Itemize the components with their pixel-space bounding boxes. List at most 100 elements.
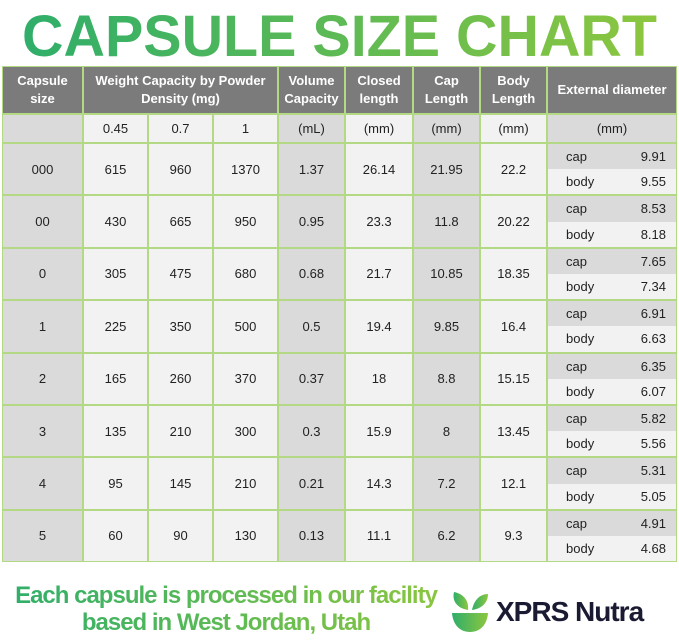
weight-cell: 135 (83, 404, 148, 458)
cap-length-cell: 11.8 (413, 195, 480, 248)
unit-cell: (mL) (278, 114, 345, 143)
external-diameter-cell: cap 6.91 body 6.63 (547, 300, 677, 353)
weight-cell: 475 (148, 247, 213, 301)
closed-length-cell: 26.14 (345, 143, 413, 196)
leaf-bowl-logo-icon (452, 592, 488, 632)
weight-cell: 350 (148, 300, 213, 353)
header-external-diameter: External diameter (547, 66, 677, 114)
unit-cell: 1 (213, 114, 278, 143)
unit-cell: (mm) (480, 114, 547, 143)
capsule-size-cell: 1 (2, 300, 83, 353)
body-label: body (566, 226, 595, 242)
weight-cell: 260 (148, 352, 213, 405)
body-length-cell: 16.4 (480, 300, 547, 353)
closed-length-cell: 21.7 (345, 247, 413, 301)
volume-cell: 0.37 (278, 352, 345, 405)
closed-length-cell: 14.3 (345, 457, 413, 510)
cap-diameter: 4.91 (640, 515, 666, 531)
weight-cell: 680 (213, 247, 278, 301)
unit-cell: 0.45 (83, 114, 148, 143)
body-diameter-row: body 4.68 (548, 535, 676, 562)
closed-length-cell: 19.4 (345, 300, 413, 353)
external-diameter-cell: cap 7.65 body 7.34 (547, 247, 677, 301)
body-diameter: 5.56 (640, 436, 666, 452)
weight-cell: 370 (213, 352, 278, 405)
header-capsule-size: Capsule size (2, 66, 83, 114)
cap-diameter: 5.31 (640, 463, 666, 479)
body-label: body (566, 174, 595, 190)
closed-length-cell: 23.3 (345, 195, 413, 248)
header-cap-length: Cap Length (413, 66, 480, 114)
footer-text: Each capsule is processed in our facilit… (6, 582, 446, 636)
capsule-size-table: Capsule size Weight Capacity by Powder De… (2, 66, 677, 563)
closed-length-cell: 11.1 (345, 509, 413, 563)
weight-cell: 665 (148, 195, 213, 248)
page-title: CAPSULE SIZE CHART (22, 4, 657, 64)
header-weight-capacity: Weight Capacity by Powder Density (mg) (83, 66, 278, 114)
cap-label: cap (566, 515, 587, 531)
cap-diameter-row: cap 6.35 (548, 353, 676, 379)
volume-cell: 0.13 (278, 509, 345, 563)
weight-cell: 165 (83, 352, 148, 405)
weight-cell: 950 (213, 195, 278, 248)
unit-cell: (mm) (345, 114, 413, 143)
body-diameter-row: body 5.05 (548, 483, 676, 509)
cap-label: cap (566, 306, 587, 322)
external-diameter-cell: cap 5.82 body 5.56 (547, 404, 677, 458)
body-label: body (566, 541, 595, 557)
body-diameter: 9.55 (640, 174, 666, 190)
cap-length-cell: 21.95 (413, 143, 480, 196)
capsule-size-cell: 3 (2, 404, 83, 458)
capsule-size-cell: 0 (2, 247, 83, 301)
external-diameter-cell: cap 9.91 body 9.55 (547, 143, 677, 196)
cap-length-cell: 10.85 (413, 247, 480, 301)
weight-cell: 500 (213, 300, 278, 353)
weight-cell: 430 (83, 195, 148, 248)
cap-label: cap (566, 253, 587, 269)
header-body-length: Body Length (480, 66, 547, 114)
weight-cell: 960 (148, 143, 213, 196)
cap-label: cap (566, 411, 587, 427)
weight-cell: 305 (83, 247, 148, 301)
cap-diameter-row: cap 7.65 (548, 248, 676, 274)
capsule-size-cell: 000 (2, 143, 83, 196)
cap-label: cap (566, 358, 587, 374)
body-diameter-row: body 5.56 (548, 431, 676, 457)
cap-diameter: 8.53 (640, 201, 666, 217)
unit-cell: (mm) (413, 114, 480, 143)
body-length-cell: 12.1 (480, 457, 547, 510)
cap-diameter-row: cap 8.53 (548, 196, 676, 222)
closed-length-cell: 15.9 (345, 404, 413, 458)
body-label: body (566, 488, 595, 504)
body-length-cell: 13.45 (480, 404, 547, 458)
cap-diameter: 9.91 (640, 149, 666, 165)
capsule-size-cell: 00 (2, 195, 83, 248)
body-diameter: 4.68 (640, 541, 666, 557)
closed-length-cell: 18 (345, 352, 413, 405)
cap-length-cell: 8.8 (413, 352, 480, 405)
external-diameter-cell: cap 5.31 body 5.05 (547, 457, 677, 510)
weight-cell: 145 (148, 457, 213, 510)
cap-diameter: 6.91 (640, 306, 666, 322)
body-label: body (566, 436, 595, 452)
external-diameter-cell: cap 8.53 body 8.18 (547, 195, 677, 248)
cap-length-cell: 6.2 (413, 509, 480, 563)
body-label: body (566, 331, 595, 347)
body-diameter-row: body 6.07 (548, 378, 676, 404)
cap-diameter-row: cap 5.82 (548, 405, 676, 432)
body-diameter: 7.34 (640, 279, 666, 295)
body-length-cell: 18.35 (480, 247, 547, 301)
cap-diameter-row: cap 9.91 (548, 144, 676, 170)
volume-cell: 0.68 (278, 247, 345, 301)
cap-diameter-row: cap 6.91 (548, 301, 676, 327)
brand-name: XPRS Nutra (496, 596, 644, 627)
body-length-cell: 15.15 (480, 352, 547, 405)
unit-cell (2, 114, 83, 143)
page-title-wrapper: CAPSULE SIZE CHART (22, 4, 657, 64)
body-diameter-row: body 6.63 (548, 326, 676, 352)
cap-diameter-row: cap 5.31 (548, 458, 676, 484)
body-diameter: 6.07 (640, 383, 666, 399)
weight-cell: 95 (83, 457, 148, 510)
capsule-size-cell: 4 (2, 457, 83, 510)
capsule-size-cell: 5 (2, 509, 83, 563)
